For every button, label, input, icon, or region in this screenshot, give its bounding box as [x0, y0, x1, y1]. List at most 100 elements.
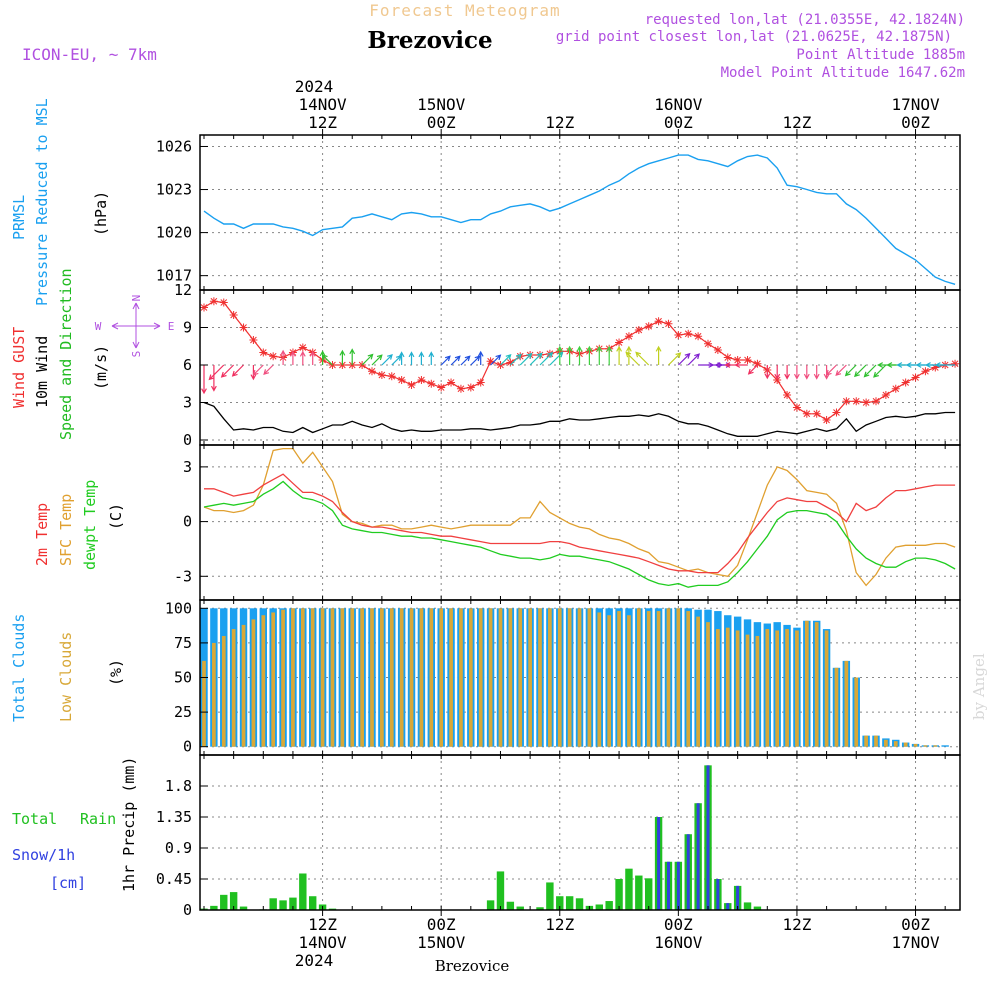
- rain-bar: [546, 882, 554, 910]
- gust-marker: [437, 383, 446, 392]
- gust-marker: [881, 391, 890, 399]
- x-hour-label-bottom: 00Z: [901, 915, 930, 934]
- wind-label-1: Wind GUST: [10, 327, 28, 408]
- compass-cross: [111, 302, 161, 349]
- low-cloud-bar: [636, 608, 641, 747]
- wind-direction-arrow: [408, 351, 415, 365]
- station-name: Brezovice: [367, 27, 492, 54]
- wind-direction-arrow: [428, 351, 435, 365]
- snow-bar: [716, 879, 720, 910]
- compass-e: E: [168, 320, 175, 333]
- gust-marker: [249, 336, 258, 344]
- clouds-unit: (%): [107, 659, 125, 686]
- low-cloud-bar: [627, 615, 631, 747]
- rain-bar: [309, 896, 317, 910]
- wind-direction-arrow: [321, 354, 333, 366]
- wind-direction-arrow: [220, 364, 235, 378]
- gust-marker: [951, 359, 960, 368]
- wind-direction-arrow: [813, 365, 820, 380]
- rain-bar: [605, 901, 613, 910]
- sfc-temp-line: [203, 447, 956, 587]
- low-cloud-bar: [389, 608, 394, 747]
- temp-label-3: dewpt Temp: [81, 480, 99, 570]
- pressure-label-2: Pressure Reduced to MSL: [33, 98, 51, 306]
- gust-marker: [783, 391, 792, 399]
- x-date-label-top: 16NOV: [654, 95, 703, 114]
- wind-direction-arrow: [606, 345, 613, 365]
- requested-coords: requested lon,lat (21.0355E, 42.1824N): [645, 12, 965, 28]
- gust-marker: [417, 376, 426, 384]
- x-hour-label-top: 12Z: [782, 113, 811, 132]
- wind-direction-arrow: [844, 364, 857, 377]
- gust-marker: [911, 373, 920, 382]
- temp-2m-line: [204, 473, 956, 574]
- gust-marker: [447, 378, 456, 387]
- wind-direction-arrow: [319, 350, 326, 365]
- credit-watermark: by Angel: [970, 653, 988, 720]
- wind-direction-arrow: [747, 364, 758, 375]
- clouds-label-2: Low Clouds: [57, 632, 75, 722]
- snow-bar: [736, 885, 740, 910]
- wind-direction-arrow: [361, 353, 374, 366]
- rain-bar: [565, 896, 574, 910]
- wind-direction-arrow: [299, 350, 306, 365]
- wind-direction-arrow: [398, 351, 405, 365]
- wind-direction-arrow: [349, 348, 356, 365]
- rain-bar: [635, 875, 643, 910]
- gust-marker: [466, 383, 475, 392]
- gust-marker: [743, 356, 752, 364]
- rain-bar: [536, 907, 544, 910]
- rain-bar: [516, 906, 524, 910]
- rain-bar: [753, 906, 762, 910]
- rain-bar: [595, 904, 603, 910]
- wind-direction-arrow: [470, 355, 481, 366]
- gust-marker: [704, 339, 712, 348]
- low-cloud-bar: [765, 629, 770, 747]
- gust-marker: [832, 408, 841, 417]
- grid-layer: [200, 135, 960, 911]
- gust-marker: [229, 311, 238, 319]
- low-cloud-bar: [449, 608, 453, 747]
- wind-direction-arrow: [450, 355, 461, 366]
- gust-marker: [901, 378, 910, 387]
- snow-bar: [686, 834, 690, 910]
- low-cloud-bar: [310, 608, 315, 747]
- low-cloud-bar: [340, 608, 345, 747]
- compass-s: S: [130, 351, 143, 358]
- low-cloud-bar: [478, 608, 483, 747]
- gust-marker: [802, 409, 811, 418]
- wind-direction-arrow: [784, 365, 791, 380]
- low-cloud-bar: [468, 608, 473, 747]
- rain-bar: [645, 878, 653, 910]
- y-tick-label: 0.45: [156, 870, 192, 888]
- snow-bar: [726, 903, 730, 910]
- low-cloud-bar: [399, 608, 404, 747]
- gust-marker: [654, 317, 663, 326]
- gust-marker: [476, 378, 485, 387]
- low-cloud-bar: [251, 619, 256, 747]
- gust-marker: [506, 358, 515, 367]
- y-tick-label: 0.9: [165, 839, 192, 857]
- panel-frame: [199, 289, 961, 446]
- gust-marker: [496, 361, 505, 369]
- wind-unit: (m/s): [92, 345, 110, 390]
- gust-marker: [259, 348, 268, 357]
- low-cloud-bar: [508, 608, 513, 747]
- y-tick-label: 12: [174, 281, 192, 299]
- low-cloud-bar: [864, 735, 868, 747]
- wind-direction-arrow: [625, 345, 632, 365]
- low-cloud-bar: [548, 608, 552, 747]
- x-hour-label-top: 12Z: [308, 113, 337, 132]
- low-cloud-bar: [755, 635, 760, 747]
- y-tick-label: 75: [174, 634, 192, 652]
- x-hour-label-bottom: 00Z: [664, 915, 693, 934]
- y-tick-label: 3: [183, 458, 192, 476]
- wind-direction-arrow: [556, 345, 563, 365]
- gust-marker: [219, 298, 228, 307]
- model-altitude: Model Point Altitude 1647.62m: [721, 65, 965, 81]
- low-cloud-bar: [409, 608, 414, 747]
- low-cloud-bar: [360, 608, 364, 747]
- gust-marker: [694, 332, 703, 341]
- dewpoint-line: [203, 480, 956, 588]
- wind-direction-arrow: [201, 365, 207, 395]
